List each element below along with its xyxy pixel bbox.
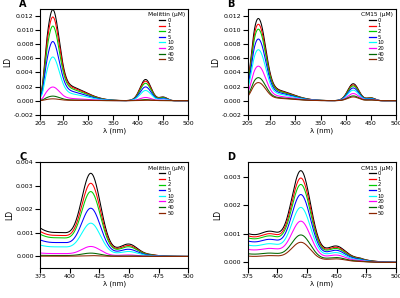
Text: B: B [227, 0, 234, 9]
Y-axis label: LD: LD [214, 210, 222, 220]
Text: D: D [227, 152, 235, 162]
X-axis label: λ (nm): λ (nm) [310, 281, 333, 287]
Text: A: A [19, 0, 27, 9]
Text: C: C [19, 152, 26, 162]
Legend: 0, 1, 2, 5, 10, 20, 40, 50: 0, 1, 2, 5, 10, 20, 40, 50 [360, 165, 393, 216]
X-axis label: λ (nm): λ (nm) [103, 281, 126, 287]
Y-axis label: LD: LD [211, 57, 220, 67]
X-axis label: λ (nm): λ (nm) [310, 128, 333, 134]
Legend: 0, 1, 2, 5, 10, 20, 40, 50: 0, 1, 2, 5, 10, 20, 40, 50 [147, 165, 186, 216]
Legend: 0, 1, 2, 5, 10, 20, 40, 50: 0, 1, 2, 5, 10, 20, 40, 50 [360, 12, 393, 63]
Y-axis label: LD: LD [4, 57, 12, 67]
Y-axis label: LD: LD [6, 210, 15, 220]
X-axis label: λ (nm): λ (nm) [103, 128, 126, 134]
Legend: 0, 1, 2, 5, 10, 20, 40, 50: 0, 1, 2, 5, 10, 20, 40, 50 [147, 12, 186, 63]
